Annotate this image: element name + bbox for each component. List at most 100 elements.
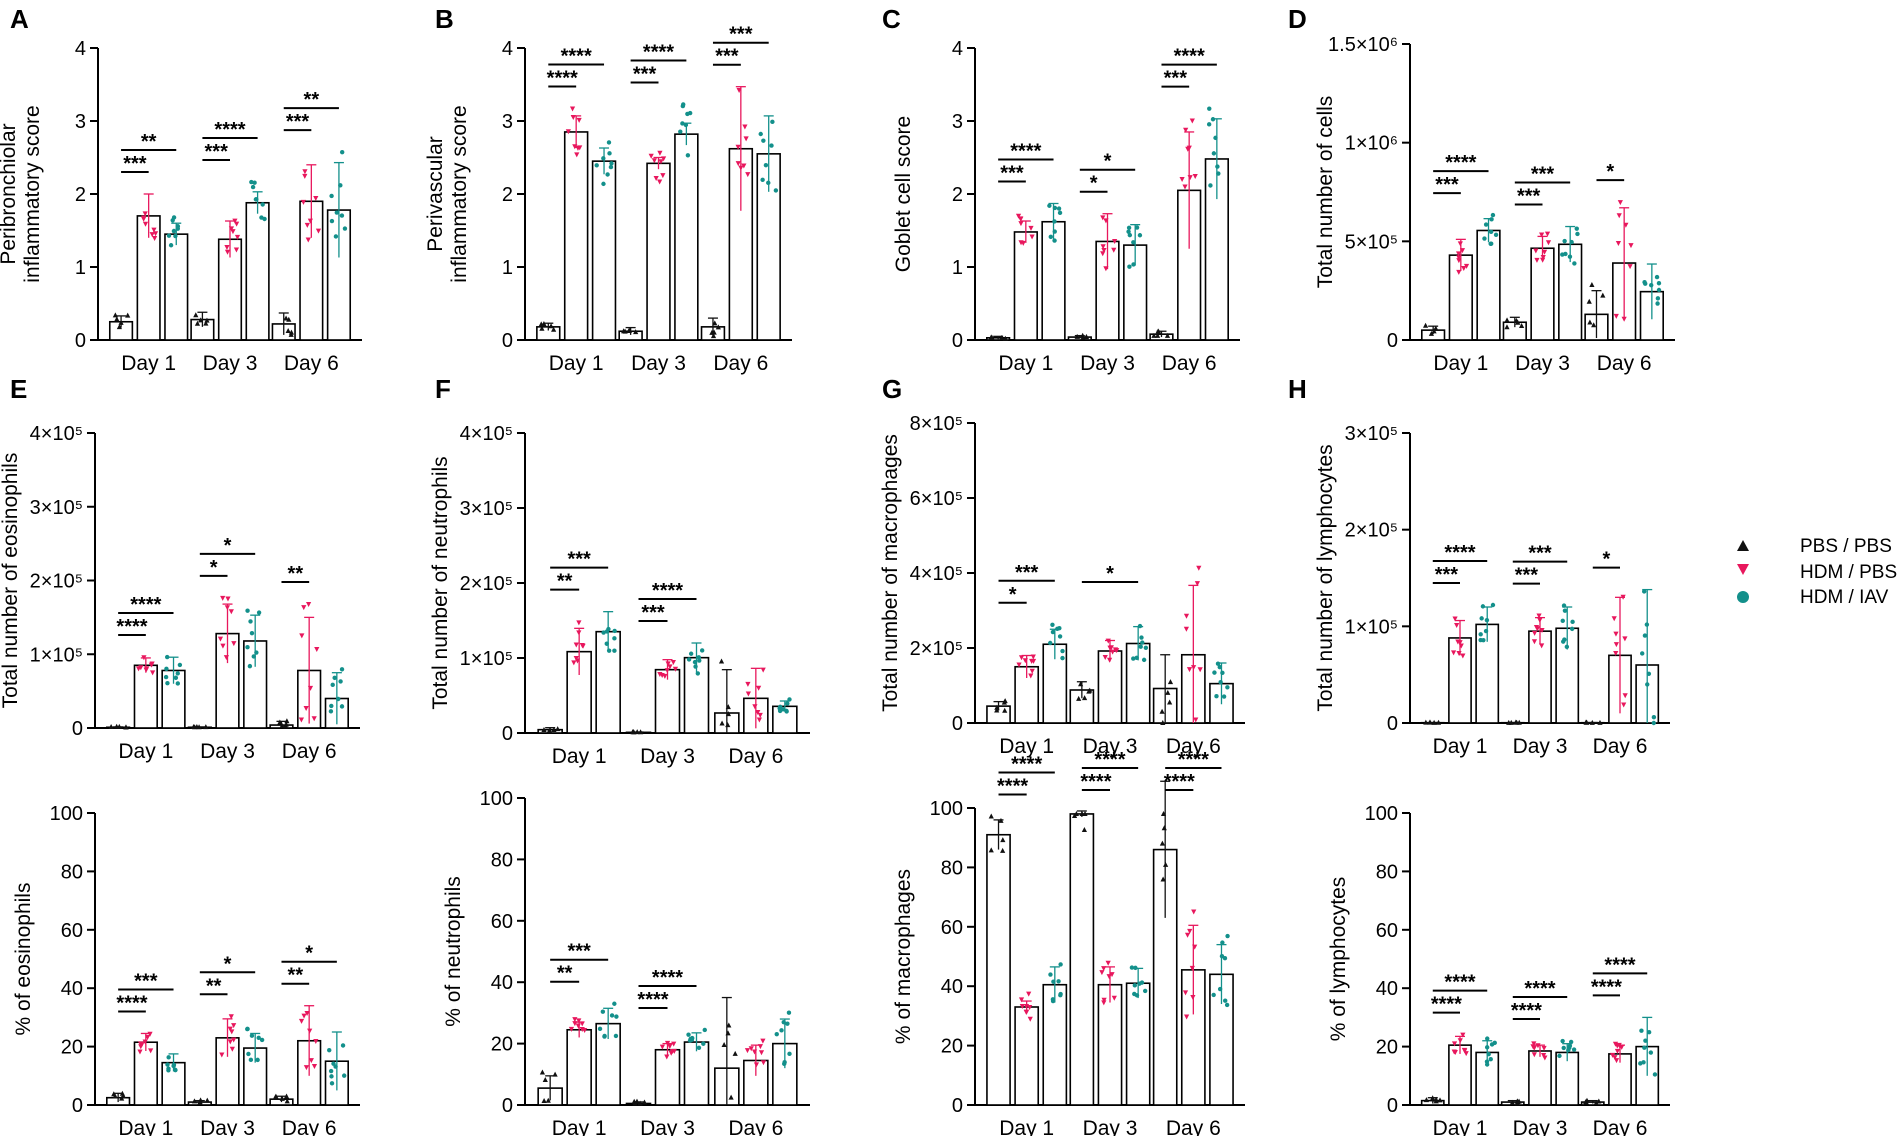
panel-letter: B xyxy=(435,4,454,34)
data-point xyxy=(307,1028,313,1034)
data-point xyxy=(725,711,732,717)
data-point xyxy=(1023,1003,1030,1009)
x-tick-label: Day 1 xyxy=(1433,735,1488,758)
data-point xyxy=(657,150,663,156)
data-point xyxy=(1086,688,1092,694)
data-point xyxy=(223,655,230,661)
data-point xyxy=(1516,719,1522,725)
data-point xyxy=(1422,322,1429,328)
data-point xyxy=(600,1009,606,1014)
data-point xyxy=(770,119,775,125)
data-point xyxy=(699,648,705,653)
data-point xyxy=(662,673,668,679)
data-point xyxy=(1535,1043,1541,1049)
y-axis-label: Perivascular xyxy=(424,136,447,252)
data-point xyxy=(1197,667,1203,673)
data-point xyxy=(1112,238,1118,244)
data-point xyxy=(1611,616,1617,622)
data-point xyxy=(1189,118,1195,124)
chart-D: 0 5×10⁵ 1×10⁶ 1.5×10⁶ Total number of cells D… xyxy=(1288,4,1675,375)
significance-label: **** xyxy=(1591,976,1622,998)
data-point xyxy=(686,657,692,662)
data-point xyxy=(989,334,995,340)
data-point xyxy=(1058,962,1063,967)
data-point xyxy=(1456,651,1462,657)
y-tick-label: 80 xyxy=(1376,861,1398,883)
data-point xyxy=(1531,1045,1537,1051)
significance-label: **** xyxy=(1178,749,1209,771)
y-axis-label: inflammatory score xyxy=(21,105,44,282)
data-point xyxy=(1106,974,1112,980)
data-point xyxy=(1561,1045,1566,1051)
data-point xyxy=(1134,655,1139,661)
data-point xyxy=(228,226,235,232)
y-tick-label: 1 xyxy=(75,257,86,279)
data-point xyxy=(579,1021,585,1027)
data-point xyxy=(678,129,683,134)
y-tick-label: 2×10⁵ xyxy=(460,573,513,595)
data-point xyxy=(577,145,583,151)
significance-label: **** xyxy=(130,594,161,616)
data-point xyxy=(998,817,1004,823)
data-point xyxy=(752,704,758,710)
data-point xyxy=(1060,655,1065,661)
data-point xyxy=(177,662,183,668)
data-point xyxy=(1052,219,1057,224)
data-point xyxy=(1483,628,1489,634)
data-point xyxy=(1101,997,1107,1003)
significance-label: *** xyxy=(1531,164,1555,186)
data-point xyxy=(1074,333,1080,339)
data-point xyxy=(339,213,345,218)
x-tick-label: Day 6 xyxy=(1597,352,1652,375)
y-tick-label: 0 xyxy=(72,1095,83,1117)
data-point xyxy=(744,1048,751,1054)
data-point xyxy=(141,655,147,661)
y-tick-label: 0 xyxy=(72,718,83,740)
data-point xyxy=(311,716,317,722)
data-point xyxy=(541,1097,547,1103)
data-point xyxy=(1615,241,1622,247)
data-point xyxy=(190,724,197,730)
data-point xyxy=(149,232,155,238)
y-tick-label: 40 xyxy=(941,976,963,998)
data-point xyxy=(1111,247,1117,253)
data-point xyxy=(1080,332,1086,338)
y-tick-label: 4×10⁵ xyxy=(910,563,963,585)
y-tick-label: 0 xyxy=(1387,713,1398,735)
data-point xyxy=(1643,281,1648,286)
data-point xyxy=(712,320,718,326)
data-point xyxy=(234,221,240,227)
data-point xyxy=(329,1074,334,1079)
x-tick-label: Day 6 xyxy=(1593,1117,1648,1136)
data-point xyxy=(735,144,741,150)
data-point xyxy=(1078,681,1084,687)
legend-marker-circle xyxy=(1737,591,1749,603)
data-point xyxy=(1016,662,1022,668)
data-point xyxy=(1193,717,1199,723)
data-point xyxy=(327,1047,332,1053)
data-point xyxy=(1138,644,1143,649)
y-tick-label: 1 xyxy=(952,257,963,279)
y-tick-label: 3 xyxy=(952,111,963,133)
data-point xyxy=(1216,171,1221,176)
data-point xyxy=(546,728,552,734)
data-point xyxy=(1223,998,1228,1003)
data-point xyxy=(340,1043,346,1048)
data-point xyxy=(1218,679,1223,685)
data-point xyxy=(1479,616,1484,621)
significance-label: *** xyxy=(205,141,229,163)
data-point xyxy=(541,321,547,327)
data-point xyxy=(1100,244,1106,250)
significance-label: *** xyxy=(641,602,665,624)
data-point xyxy=(120,1093,127,1099)
x-tick-label: Day 3 xyxy=(1513,1117,1568,1136)
significance-label: * xyxy=(1009,584,1017,606)
data-point xyxy=(171,228,177,234)
data-point xyxy=(288,329,295,335)
bar xyxy=(646,162,671,341)
data-point xyxy=(1139,635,1144,640)
x-tick-label: Day 6 xyxy=(728,745,783,768)
data-point xyxy=(1484,617,1490,623)
x-tick-label: Day 6 xyxy=(284,352,339,375)
